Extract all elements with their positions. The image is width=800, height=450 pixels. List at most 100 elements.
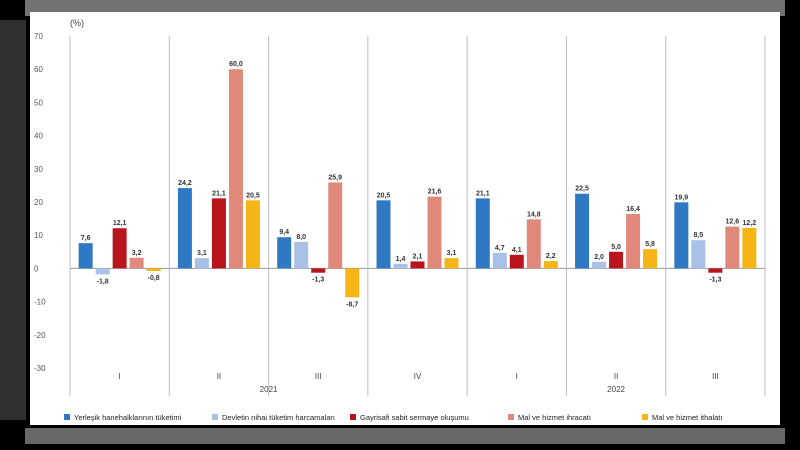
data-label: 20,5 (246, 192, 260, 199)
x-tick-label: I (119, 372, 121, 381)
bar-chart: (%) -30 -20 -10 0 10 20 30 40 50 60 70 7,6 24,2 9,4 2… (34, 18, 766, 422)
data-labels: 7,6 24,2 9,4 20,5 21,1 22,5 19,9 -1,8 3,1 8,0 1,4 4… (81, 61, 756, 308)
y-tick-label: 50 (34, 98, 43, 107)
bar (509, 254, 524, 269)
legend-label: Yerleşik hanehalklarının tüketimi (74, 413, 182, 422)
bar (345, 268, 360, 298)
data-label: 60,0 (229, 61, 243, 68)
data-label: 5,0 (611, 244, 621, 251)
bar (78, 243, 93, 269)
bar (211, 198, 226, 269)
data-label: -8,7 (346, 301, 358, 308)
data-label: 2,2 (546, 253, 556, 260)
x-tick-label: II (217, 372, 221, 381)
data-label: 3,1 (447, 250, 457, 257)
bar (129, 257, 144, 269)
data-label: 5,8 (645, 241, 655, 248)
legend-swatch (212, 414, 218, 420)
data-label: 2,1 (413, 253, 423, 260)
data-label: 8,0 (296, 234, 306, 241)
bar (177, 188, 192, 269)
data-label: 2,0 (594, 254, 604, 261)
legend-label: Gayrisafi sabit sermaye oluşumu (360, 413, 469, 422)
bar (393, 263, 408, 269)
bar (410, 261, 425, 269)
data-label: 3,2 (132, 250, 142, 257)
data-label: 25,9 (328, 174, 342, 181)
data-label: 12,1 (113, 220, 127, 227)
data-label: 1,4 (396, 256, 406, 263)
data-label: 21,1 (476, 190, 490, 197)
bar (95, 268, 110, 275)
bar (444, 258, 459, 269)
bar (475, 198, 490, 269)
bar (294, 241, 309, 269)
data-label: 16,4 (626, 206, 640, 213)
bar (626, 213, 641, 269)
data-label: 8,5 (693, 232, 703, 239)
legend-swatch (508, 414, 514, 420)
data-label: 4,1 (512, 247, 522, 254)
legend-label: Mal ve hizmet ihracatı (518, 413, 591, 422)
bar (708, 268, 723, 273)
bar (742, 227, 757, 269)
data-label: 19,9 (675, 194, 689, 201)
bar (575, 193, 590, 269)
year-label: 2022 (607, 385, 625, 394)
background-blurred-legend-strip (25, 428, 785, 444)
data-label: 14,8 (527, 211, 541, 218)
bar (228, 69, 243, 269)
data-label: 7,6 (81, 235, 91, 242)
bar (592, 261, 607, 269)
data-label: 12,6 (726, 219, 740, 226)
data-label: 22,5 (575, 186, 589, 193)
data-label: 21,1 (212, 190, 226, 197)
bar (725, 226, 740, 269)
bar (674, 202, 689, 269)
x-tick-label: III (315, 372, 322, 381)
bar (543, 261, 558, 269)
legend-label: Devletin nihai tüketim harcamaları (222, 413, 335, 422)
x-tick-label: I (516, 372, 518, 381)
y-tick-label: 70 (34, 32, 43, 41)
y-tick-label: 30 (34, 165, 43, 174)
bar (643, 249, 658, 269)
y-tick-label: 20 (34, 198, 43, 207)
bar (146, 268, 161, 272)
data-label: 21,6 (428, 189, 442, 196)
bar (112, 228, 127, 269)
y-tick-label: -10 (34, 298, 46, 307)
x-tick-label: IV (414, 372, 422, 381)
y-tick-label: 40 (34, 132, 43, 141)
bar (492, 252, 507, 269)
bar (526, 219, 541, 269)
y-tick-labels: -30 -20 -10 0 10 20 30 40 50 60 70 (34, 32, 46, 373)
data-label: 9,4 (279, 229, 289, 236)
bar (376, 200, 391, 269)
y-tick-label: 10 (34, 231, 43, 240)
data-label: -1,3 (709, 277, 721, 284)
data-label: 20,5 (377, 192, 391, 199)
y-tick-label: -30 (34, 364, 46, 373)
bar (609, 251, 624, 269)
data-label: -0,8 (148, 275, 160, 282)
data-label: 12,2 (743, 220, 757, 227)
x-tick-label: III (712, 372, 719, 381)
data-label: 24,2 (178, 180, 192, 187)
data-label: 4,7 (495, 245, 505, 252)
y-axis-unit-label: (%) (70, 18, 84, 28)
legend-swatch (64, 414, 70, 420)
grid-layer (69, 36, 766, 396)
legend: Yerleşik hanehalklarının tüketimi Devleti… (64, 413, 722, 422)
data-label: -1,3 (312, 277, 324, 284)
y-tick-label: 60 (34, 65, 43, 74)
x-tick-label: II (614, 372, 618, 381)
data-label: 3,1 (197, 250, 207, 257)
bar (691, 240, 706, 269)
legend-swatch (642, 414, 648, 420)
data-label: -1,8 (97, 278, 109, 285)
legend-label: Mal ve hizmet ithalatı (652, 413, 722, 422)
bar (427, 196, 442, 269)
chart-panel: (%) -30 -20 -10 0 10 20 30 40 50 60 70 7,6 24,2 9,4 2… (30, 12, 780, 425)
y-tick-label: -20 (34, 331, 46, 340)
